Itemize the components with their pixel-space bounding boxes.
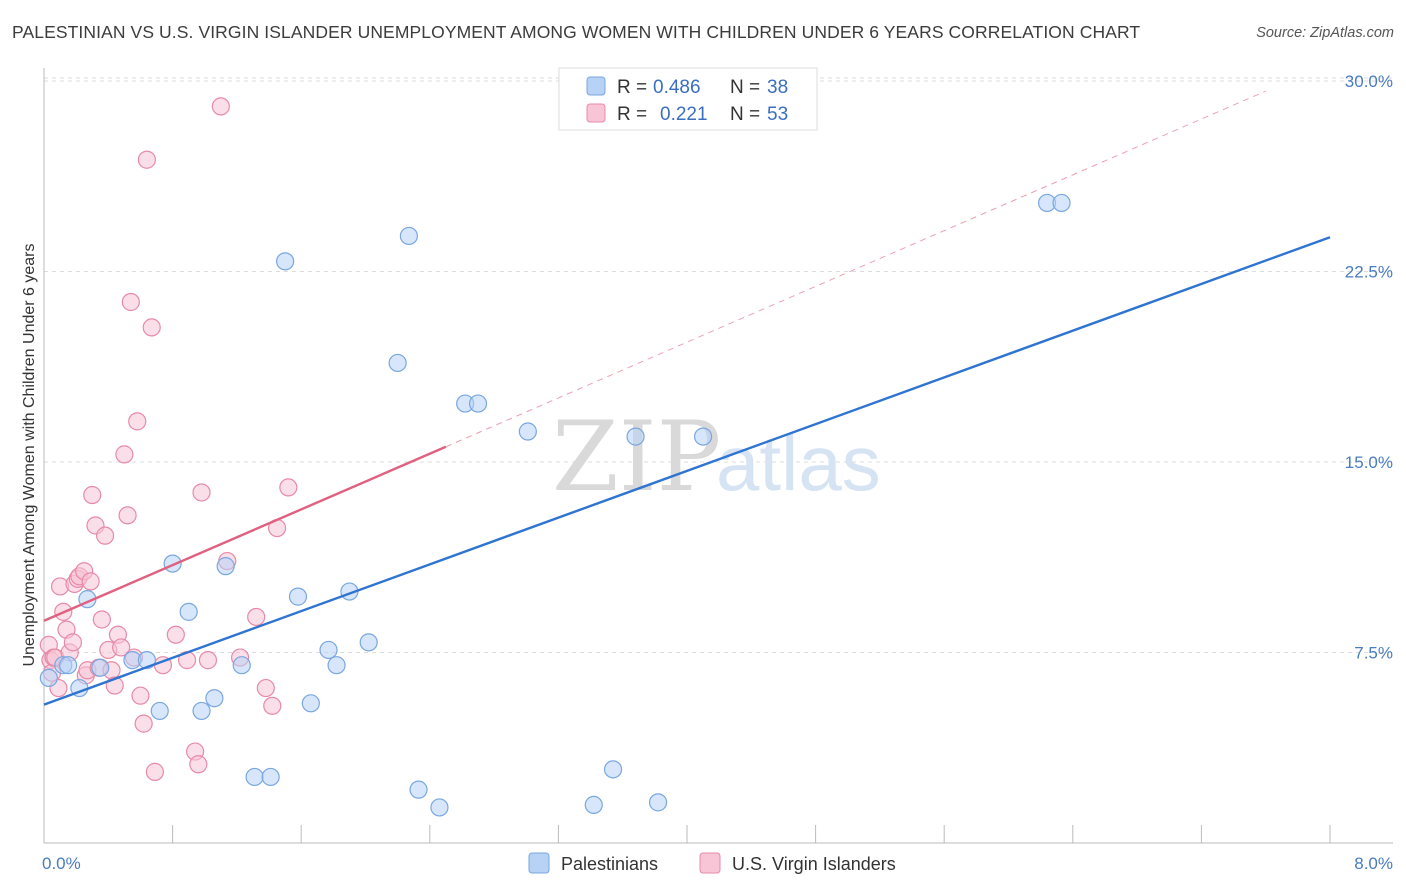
series-legend-label-palestinians: Palestinians: [561, 854, 658, 874]
legend-n-label-1: N =: [730, 77, 760, 98]
virgin-islander-point: [247, 607, 266, 627]
palestinian-point: [603, 760, 623, 779]
virgin-islander-point: [192, 483, 211, 502]
legend-r-label-1: R =: [617, 77, 647, 98]
trend-line-extension: [445, 90, 1266, 448]
virgin-islander-point: [128, 412, 147, 431]
legend-n-value-2: 53: [767, 104, 788, 125]
legend-swatch-blue: [586, 76, 606, 96]
y-tick-labels: 7.5% 15.0% 22.5% 30.0%: [1345, 72, 1393, 663]
palestinian-point: [359, 633, 378, 652]
y-tick-label-15: 15.0%: [1345, 453, 1393, 472]
stats-legend: R = 0.486 N = 38 R = 0.221 N = 53: [558, 67, 818, 131]
virgin-islander-point: [134, 714, 153, 733]
virgin-islander-point: [145, 762, 165, 781]
series-legend-swatch-palestinians: [528, 852, 550, 874]
virgin-islander-point: [256, 678, 275, 698]
watermark-atlas: atlas: [716, 419, 881, 507]
virgin-islander-point: [118, 506, 137, 525]
y-tick-label-7-5: 7.5%: [1354, 644, 1393, 663]
virgin-islander-point: [211, 97, 230, 116]
palestinian-point: [179, 602, 198, 621]
x-tick-label-max: 8.0%: [1354, 854, 1393, 873]
palestinian-point: [192, 701, 211, 721]
x-ticks: [172, 825, 1331, 843]
palestinian-point: [648, 793, 668, 812]
virgin-islander-point: [131, 686, 150, 705]
legend-r-label-2: R =: [617, 104, 647, 125]
source-label: Source: ZipAtlas.com: [1256, 25, 1394, 41]
palestinian-point: [399, 226, 419, 246]
palestinian-point: [276, 252, 295, 271]
y-tick-label-22-5: 22.5%: [1345, 263, 1393, 282]
palestinian-point: [150, 701, 169, 721]
palestinian-point: [327, 656, 346, 675]
us-virgin-islanders-points: [39, 97, 298, 781]
trend-line: [43, 236, 1331, 706]
series-legend-label-virgin-islanders: U.S. Virgin Islanders: [732, 854, 896, 874]
palestinian-point: [301, 694, 320, 713]
x-tick-label-min: 0.0%: [42, 854, 81, 873]
virgin-islander-point: [189, 755, 208, 774]
virgin-islander-point: [112, 638, 131, 657]
palestinian-point: [91, 658, 110, 677]
legend-n-value-1: 38: [767, 77, 788, 98]
virgin-islander-point: [263, 696, 282, 715]
virgin-islander-point: [95, 526, 115, 545]
palestinians-points: [39, 193, 1071, 817]
virgin-islander-point: [279, 478, 298, 497]
palestinian-point: [288, 587, 308, 606]
y-axis-label: Unemployment Among Women with Children U…: [21, 243, 38, 666]
palestinian-point: [216, 557, 235, 576]
virgin-islander-point: [142, 318, 161, 337]
virgin-islander-point: [63, 633, 83, 652]
palestinian-point: [59, 656, 78, 675]
grid-lines: [44, 77, 1393, 653]
y-tick-label-30: 30.0%: [1345, 72, 1393, 91]
palestinian-point: [261, 767, 280, 787]
palestinian-point: [205, 689, 224, 708]
chart-title: PALESTINIAN VS U.S. VIRGIN ISLANDER UNEM…: [12, 22, 1141, 42]
palestinian-point: [518, 422, 537, 441]
palestinian-point: [319, 640, 338, 660]
watermark-zip: ZIP: [552, 401, 721, 513]
palestinian-point: [232, 656, 251, 675]
palestinian-point: [626, 427, 645, 446]
legend-r-value-2: 0.221: [660, 104, 708, 125]
palestinian-point: [1052, 193, 1071, 213]
palestinian-point: [693, 427, 713, 446]
palestinian-point: [39, 668, 58, 688]
virgin-islander-point: [81, 572, 100, 591]
virgin-islander-point: [198, 651, 218, 670]
legend-r-value-1: 0.486: [653, 77, 701, 98]
palestinian-point: [584, 795, 603, 815]
virgin-islander-point: [83, 485, 102, 505]
virgin-islander-point: [121, 292, 140, 312]
palestinian-point: [388, 353, 407, 373]
virgin-islander-point: [166, 625, 185, 644]
palestinian-point: [430, 798, 449, 817]
trend-line: [43, 445, 447, 622]
virgin-islander-point: [137, 150, 156, 169]
legend-n-label-2: N =: [730, 104, 760, 125]
series-legend-swatch-virgin-islanders: [699, 852, 721, 874]
trend-lines: [43, 90, 1331, 706]
palestinian-point: [468, 394, 488, 413]
palestinian-point: [409, 780, 428, 799]
virgin-islander-point: [92, 610, 111, 629]
palestinian-point: [245, 767, 264, 787]
virgin-islander-point: [115, 445, 134, 464]
series-legend: Palestinians U.S. Virgin Islanders: [528, 852, 896, 874]
legend-swatch-pink: [586, 103, 606, 123]
